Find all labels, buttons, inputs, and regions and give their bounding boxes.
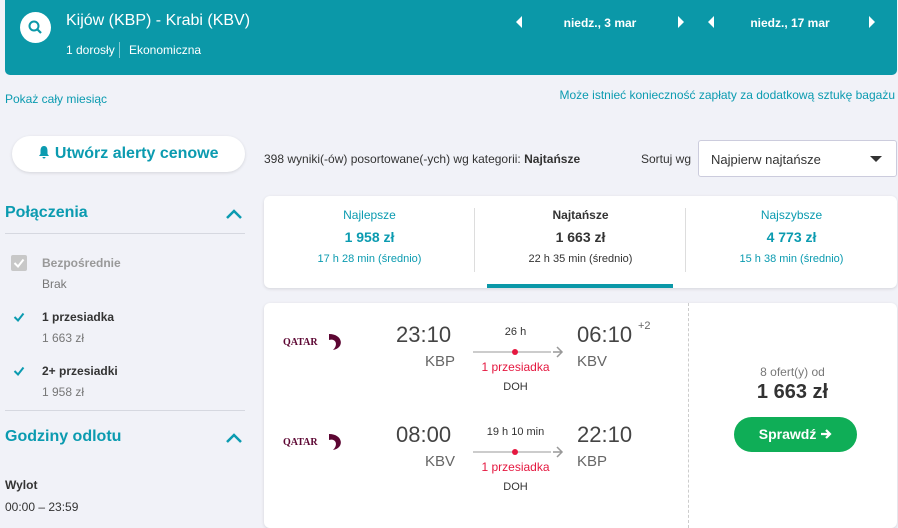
departure-range: 00:00 – 23:59 (5, 500, 79, 514)
departure-label: Wylot (5, 478, 38, 492)
next-date[interactable] (676, 15, 686, 29)
search-header (5, 0, 897, 75)
sort-tab[interactable]: Najtańsze 1 663 zł 22 h 35 min (średnio) (475, 196, 686, 288)
result-card: 8 ofert(y) od 1 663 zł Sprawdź (264, 303, 897, 528)
price: 1 663 zł (756, 381, 829, 403)
divider (685, 208, 686, 272)
checkbox[interactable] (11, 363, 27, 379)
search-icon (28, 20, 42, 34)
airline-name: QATAR (283, 337, 318, 348)
tab-price: 1 663 zł (555, 229, 606, 245)
alert-label: Utwórz alerty cenowe (54, 145, 219, 162)
checkbox[interactable] (11, 255, 27, 271)
arrive-time: 22:10 (577, 422, 633, 447)
stops: 1 przesiadka (481, 360, 550, 374)
duration: 26 h (504, 326, 527, 338)
count-text: 398 wyniki(-ów) posortowane(-ych) wg kat… (264, 152, 521, 166)
results-count: 398 wyniki(-ów) posortowane(-ych) wg kat… (264, 152, 580, 166)
stop-option[interactable]: Bezpośrednie (42, 256, 121, 270)
stops-title: Połączenia (5, 204, 88, 221)
tab-label: Najtańsze (552, 208, 609, 222)
sort-label: Sortuj wg (641, 152, 692, 166)
checkbox[interactable] (11, 309, 27, 325)
tab-label: Najlepsze (343, 208, 396, 222)
tab-duration: 22 h 35 min (średnio) (528, 253, 633, 265)
day-offset: +2 (638, 320, 651, 332)
divider (119, 42, 120, 58)
cabin[interactable]: Ekonomiczna (129, 43, 202, 57)
stops: 1 przesiadka (481, 460, 550, 474)
tab-price: 1 958 zł (344, 229, 395, 245)
route-line (473, 446, 564, 458)
departure-title: Godziny odlotu (5, 428, 122, 445)
dropdown-icon (870, 156, 882, 162)
collapse-icon[interactable] (225, 208, 243, 220)
alert-button[interactable]: Utwórz alerty cenowe (12, 136, 245, 172)
depart-time: 23:10 (396, 322, 452, 347)
stop-price: 1 958 zł (42, 385, 85, 399)
stop-price: 1 663 zł (42, 331, 85, 345)
depart-airport: KBP (425, 353, 456, 370)
flight-leg: QATAR 23:10 KBP 26 h 1 przesiadka DOH 06… (283, 320, 683, 410)
sort-category: Najtańsze (524, 152, 581, 166)
checkmark (13, 366, 25, 377)
divider (474, 208, 475, 272)
stop-price: Brak (42, 277, 67, 291)
baggage-link[interactable]: Może istnieć konieczność zapłaty za doda… (559, 88, 895, 102)
route-line (473, 346, 564, 358)
return-date[interactable]: niedz., 17 mar (750, 16, 830, 30)
collapse-icon[interactable] (225, 432, 243, 444)
sort-tab[interactable]: Najszybsze 4 773 zł 15 h 38 min (średnio… (686, 196, 897, 288)
arrive-airport: KBP (577, 453, 608, 470)
airline-logo: QATAR (283, 434, 341, 450)
next-date[interactable] (867, 15, 877, 29)
bell-icon (39, 146, 50, 159)
via: DOH (503, 481, 528, 493)
button-label: Sprawdź (758, 426, 817, 442)
depart-time: 08:00 (396, 422, 452, 447)
divider (688, 303, 689, 528)
tab-label: Najszybsze (760, 208, 823, 222)
arrive-time: 06:10 (577, 322, 633, 347)
passengers[interactable]: 1 dorosły (66, 43, 115, 57)
sort-select[interactable]: Najpierw najtańsze (698, 140, 897, 177)
prev-date[interactable] (706, 15, 716, 29)
tab-duration: 15 h 38 min (średnio) (739, 253, 844, 265)
airline-name: QATAR (283, 437, 318, 448)
separator (5, 410, 245, 411)
month-link[interactable]: Pokaż cały miesiąc (5, 92, 108, 106)
arrive-airport: KBV (577, 353, 608, 370)
offers: 8 ofert(y) od (760, 365, 825, 379)
depart-airport: KBV (425, 453, 456, 470)
outbound-date[interactable]: niedz., 3 mar (563, 16, 637, 30)
stop-option[interactable]: 1 przesiadka (42, 310, 115, 324)
tab-price: 4 773 zł (766, 229, 817, 245)
prev-date[interactable] (514, 15, 524, 29)
search-button[interactable] (20, 12, 51, 43)
select-button[interactable]: Sprawdź (734, 417, 857, 452)
separator (5, 233, 245, 234)
checkmark (13, 312, 25, 323)
stop-option[interactable]: 2+ przesiadki (42, 364, 118, 378)
checkmark (13, 258, 25, 269)
route[interactable]: Kijów (KBP) - Krabi (KBV) (66, 12, 251, 29)
sort-tab[interactable]: Najlepsze 1 958 zł 17 h 28 min (średnio) (264, 196, 475, 288)
via: DOH (503, 381, 528, 393)
sort-tabs (264, 196, 897, 288)
duration: 19 h 10 min (486, 426, 545, 438)
tab-duration: 17 h 28 min (średnio) (317, 253, 422, 265)
sort-value: Najpierw najtańsze (711, 152, 821, 167)
flight-leg: QATAR 08:00 KBV 19 h 10 min 1 przesiadka… (283, 420, 683, 510)
arrow-icon (821, 429, 832, 439)
active-indicator (487, 284, 673, 288)
airline-logo: QATAR (283, 334, 341, 350)
